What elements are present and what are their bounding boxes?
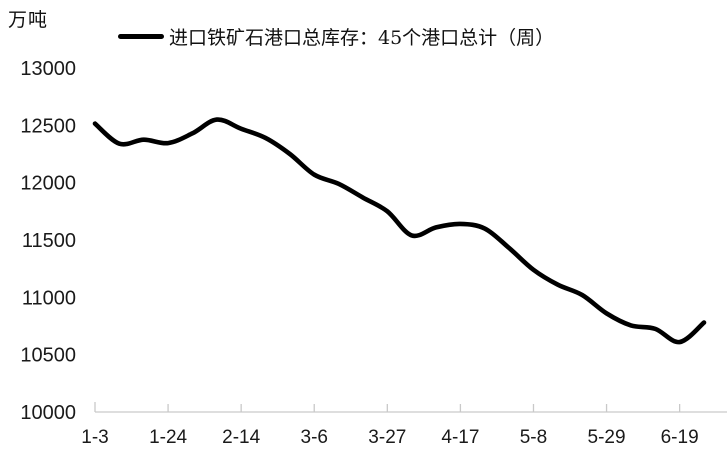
y-axis-label: 12500 [20,115,76,137]
legend-label: 进口铁矿石港口总库存：45个港口总计（周） [169,26,555,49]
x-axis-label: 5-8 [520,427,547,448]
y-axis-label: 10000 [20,402,76,424]
legend-line-swatch [118,33,164,39]
legend: 进口铁矿石港口总库存：45个港口总计（周） [118,22,554,50]
x-axis-label: 1-24 [149,427,187,448]
x-axis-label: 6-19 [661,427,699,448]
y-axis-label: 11000 [22,287,76,309]
x-axis-label: 5-29 [588,427,626,448]
y-axis-label: 11500 [22,230,76,252]
series-line [92,117,707,345]
x-axis-label: 3-27 [368,427,406,448]
x-axis-label: 3-6 [301,427,328,448]
y-axis-label: 10500 [20,345,76,367]
x-axis-label: 2-14 [222,427,260,448]
y-axis-unit-label: 万吨 [8,9,49,31]
y-axis-label: 12000 [20,173,76,195]
y-axis-label: 13000 [20,58,76,80]
x-axis-label: 1-3 [81,427,108,448]
x-axis-label: 4-17 [441,427,479,448]
